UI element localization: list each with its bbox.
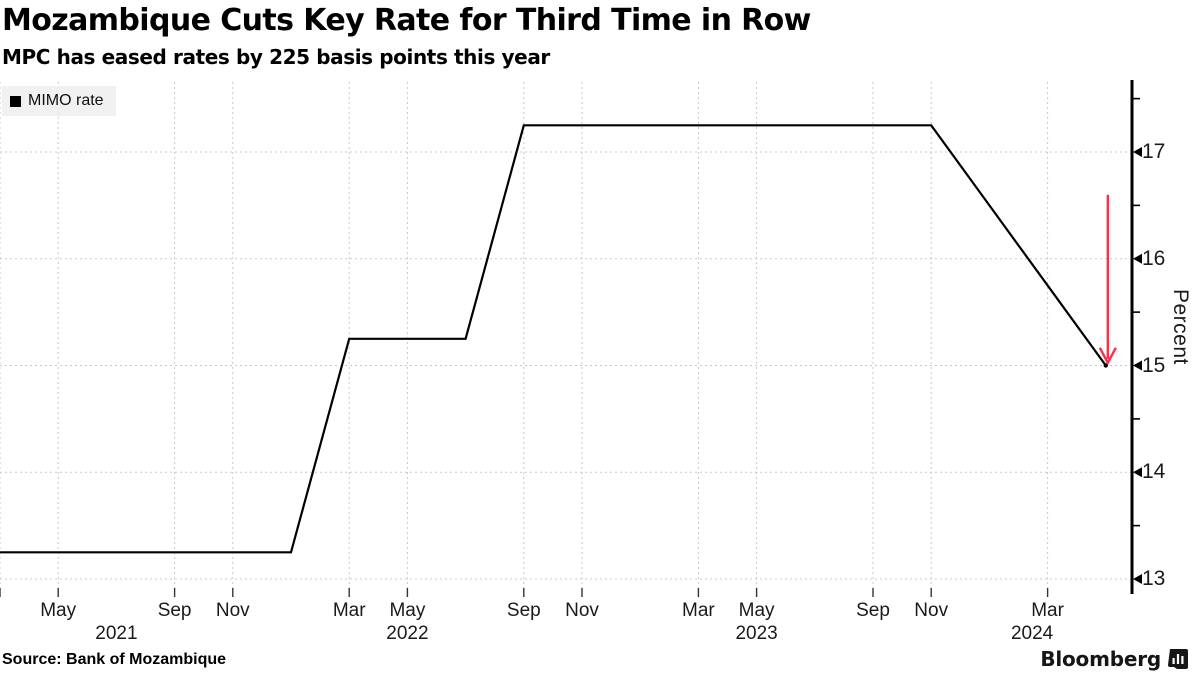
y-major-tick [1133, 253, 1142, 264]
y-major-tick [1133, 147, 1142, 157]
page-subtitle: MPC has eased rates by 225 basis points … [2, 45, 550, 69]
y-major-tick [1133, 467, 1142, 478]
chart-legend: MIMO rate [2, 86, 116, 116]
legend-swatch-icon [10, 95, 21, 107]
rate-cut-arrow-head [1098, 347, 1117, 366]
source-attribution: Source: Bank of Mozambique [2, 651, 227, 668]
page-title: Mozambique Cuts Key Rate for Third Time … [2, 3, 811, 38]
series-endpoint-marker [1103, 363, 1109, 368]
brand-wordmark: Bloomberg [1040, 647, 1161, 671]
legend-label: MIMO rate [28, 92, 104, 109]
y-axis-title: Percent [1169, 289, 1192, 365]
brand-logo: Bloomberg [1040, 647, 1188, 671]
y-major-tick [1133, 574, 1142, 584]
y-major-tick [1133, 360, 1142, 371]
bloomberg-terminal-icon [1168, 649, 1188, 669]
series-line-mimo-rate [0, 124, 1107, 554]
